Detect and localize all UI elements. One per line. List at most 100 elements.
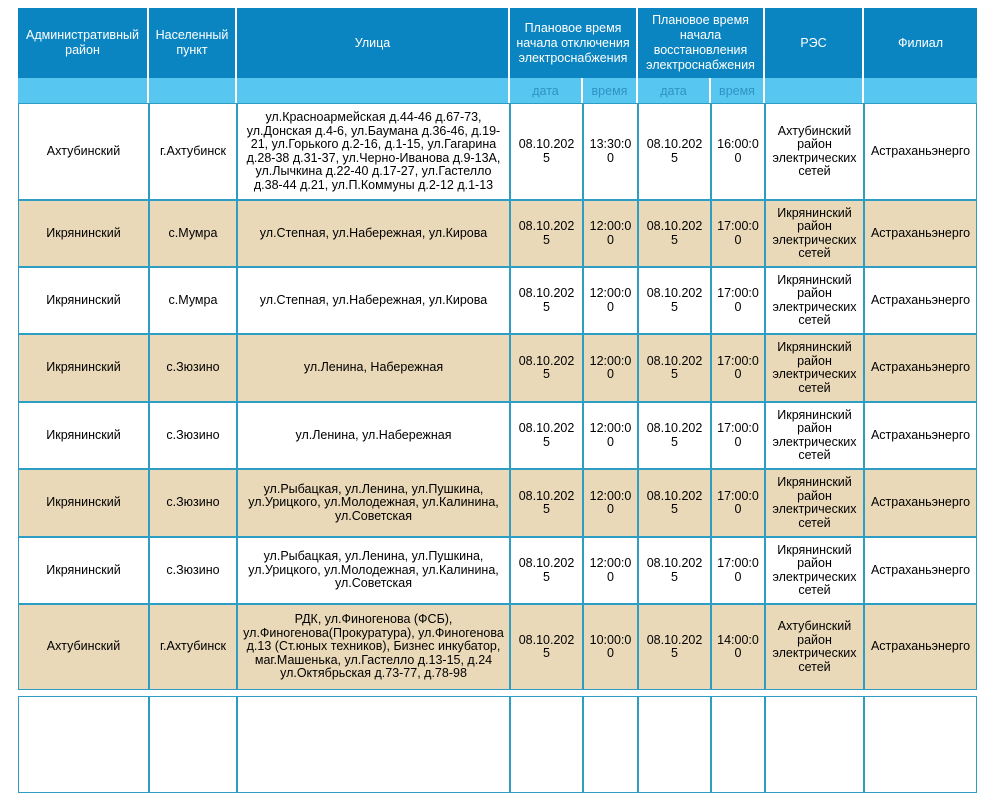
- cell-outage-time: 12:00:00: [583, 334, 638, 402]
- table-row: Икрянинский с.Зюзино ул.Ленина, Набережная…: [18, 334, 978, 402]
- subheader-row: дата время дата время: [18, 78, 978, 103]
- cell-restore-time: 17:00:00: [711, 334, 766, 402]
- cell-district: Ахтубинский: [18, 103, 149, 200]
- cell-restore-time: 17:00:00: [711, 537, 766, 604]
- cell-outage-time: 10:00:00: [583, 604, 638, 690]
- cell-outage-time: 12:00:00: [583, 537, 638, 604]
- table-body: Ахтубинский г.Ахтубинск ул.Красноармейская…: [18, 103, 978, 690]
- table-row: [18, 696, 977, 793]
- cell-restore-date: 08.10.2025: [638, 604, 711, 690]
- cell-outage-time: 12:00:00: [583, 469, 638, 537]
- cell-restore-date: 08.10.2025: [638, 469, 711, 537]
- cell-settlement: с.Мумра: [149, 200, 237, 267]
- table-row: Икрянинский с.Зюзино ул.Рыбацкая, ул.Ленин…: [18, 469, 978, 537]
- cell-branch: Астраханьэнерго: [864, 537, 978, 604]
- cell-outage-time: 12:00:00: [583, 200, 638, 267]
- table-row: Икрянинский с.Зюзино ул.Рыбацкая, ул.Ленин…: [18, 537, 978, 604]
- cell-outage-date: 08.10.2025: [510, 103, 583, 200]
- cell-restore-date: 08.10.2025: [638, 402, 711, 469]
- sliver-cell: [510, 696, 583, 793]
- sliver-cell: [237, 696, 510, 793]
- col-header-res: РЭС: [765, 8, 865, 78]
- cell-settlement: г.Ахтубинск: [149, 103, 237, 200]
- subheader-outage-date: дата: [510, 78, 583, 103]
- table-row: Икрянинский с.Мумра ул.Степная, ул.Набереж…: [18, 200, 978, 267]
- cell-restore-time: 17:00:00: [711, 402, 766, 469]
- table-row: Ахтубинский г.Ахтубинск РДК, ул.Финогенова…: [18, 604, 978, 690]
- cell-street: РДК, ул.Финогенова (ФСБ), ул.Финогенова(…: [237, 604, 510, 690]
- cell-district: Икрянинский: [18, 334, 149, 402]
- cell-street: ул.Ленина, Набережная: [237, 334, 510, 402]
- sliver-cell: [711, 696, 765, 793]
- cell-restore-time: 17:00:00: [711, 200, 766, 267]
- cell-restore-date: 08.10.2025: [638, 537, 711, 604]
- cell-outage-date: 08.10.2025: [510, 200, 583, 267]
- cell-settlement: с.Мумра: [149, 267, 237, 334]
- table-row: Ахтубинский г.Ахтубинск ул.Красноармейская…: [18, 103, 978, 200]
- col-header-settlement: Населенный пункт: [149, 8, 237, 78]
- cell-branch: Астраханьэнерго: [864, 200, 978, 267]
- sliver-cell: [583, 696, 638, 793]
- cell-street: ул.Степная, ул.Набережная, ул.Кирова: [237, 267, 510, 334]
- cell-branch: Астраханьэнерго: [864, 334, 978, 402]
- subheader-empty: [149, 78, 237, 103]
- cell-res: Икрянинский район электрических сетей: [765, 334, 865, 402]
- cell-outage-time: 12:00:00: [583, 267, 638, 334]
- sliver-cell: [18, 696, 149, 793]
- cell-restore-date: 08.10.2025: [638, 200, 711, 267]
- cell-restore-time: 14:00:00: [711, 604, 766, 690]
- subheader-restore-date: дата: [638, 78, 711, 103]
- cell-district: Икрянинский: [18, 469, 149, 537]
- cell-restore-date: 08.10.2025: [638, 103, 711, 200]
- cell-district: Икрянинский: [18, 402, 149, 469]
- cell-res: Икрянинский район электрических сетей: [765, 267, 865, 334]
- cell-restore-time: 16:00:00: [711, 103, 766, 200]
- next-row-sliver: [18, 696, 977, 793]
- cell-settlement: с.Зюзино: [149, 537, 237, 604]
- sliver-cell: [638, 696, 711, 793]
- col-header-street: Улица: [237, 8, 510, 78]
- cell-res: Икрянинский район электрических сетей: [765, 402, 865, 469]
- col-header-branch: Филиал: [864, 8, 978, 78]
- cell-res: Икрянинский район электрических сетей: [765, 537, 865, 604]
- cell-restore-time: 17:00:00: [711, 469, 766, 537]
- cell-outage-time: 12:00:00: [583, 402, 638, 469]
- table-row: Икрянинский с.Зюзино ул.Ленина, ул.Набереж…: [18, 402, 978, 469]
- cell-settlement: с.Зюзино: [149, 334, 237, 402]
- cell-branch: Астраханьэнерго: [864, 604, 978, 690]
- cell-branch: Астраханьэнерго: [864, 103, 978, 200]
- cell-street: ул.Красноармейская д.44-46 д.67-73, ул.Д…: [237, 103, 510, 200]
- subheader-restore-time: время: [711, 78, 766, 103]
- cell-outage-date: 08.10.2025: [510, 267, 583, 334]
- sliver-cell: [149, 696, 237, 793]
- cell-district: Икрянинский: [18, 267, 149, 334]
- cell-outage-time: 13:30:00: [583, 103, 638, 200]
- outage-table: Административный район Населенный пункт …: [18, 8, 978, 690]
- table-row: Икрянинский с.Мумра ул.Степная, ул.Набереж…: [18, 267, 978, 334]
- cell-outage-date: 08.10.2025: [510, 334, 583, 402]
- cell-outage-date: 08.10.2025: [510, 402, 583, 469]
- col-header-district: Административный район: [18, 8, 149, 78]
- cell-settlement: с.Зюзино: [149, 469, 237, 537]
- cell-res: Икрянинский район электрических сетей: [765, 469, 865, 537]
- cell-district: Ахтубинский: [18, 604, 149, 690]
- cell-restore-time: 17:00:00: [711, 267, 766, 334]
- subheader-empty: [765, 78, 865, 103]
- cell-district: Икрянинский: [18, 537, 149, 604]
- cell-district: Икрянинский: [18, 200, 149, 267]
- cell-outage-date: 08.10.2025: [510, 604, 583, 690]
- cell-street: ул.Рыбацкая, ул.Ленина, ул.Пушкина, ул.У…: [237, 469, 510, 537]
- subheader-empty: [18, 78, 149, 103]
- cell-branch: Астраханьэнерго: [864, 469, 978, 537]
- cell-res: Икрянинский район электрических сетей: [765, 200, 865, 267]
- cell-restore-date: 08.10.2025: [638, 267, 711, 334]
- cell-branch: Астраханьэнерго: [864, 402, 978, 469]
- sliver-cell: [864, 696, 977, 793]
- cell-res: Ахтубинский район электрических сетей: [765, 604, 865, 690]
- cell-settlement: с.Зюзино: [149, 402, 237, 469]
- col-header-restore-start: Плановое время начала восстановления эле…: [638, 8, 766, 78]
- outage-schedule-page: Административный район Населенный пункт …: [18, 8, 978, 793]
- cell-street: ул.Рыбацкая, ул.Ленина, ул.Пушкина, ул.У…: [237, 537, 510, 604]
- cell-street: ул.Степная, ул.Набережная, ул.Кирова: [237, 200, 510, 267]
- cell-branch: Астраханьэнерго: [864, 267, 978, 334]
